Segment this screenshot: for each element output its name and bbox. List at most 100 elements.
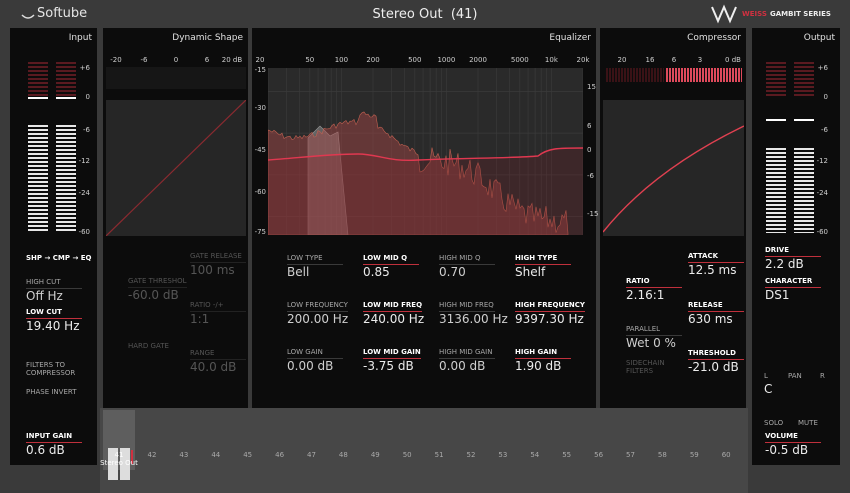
track-number: 46 <box>275 451 285 459</box>
scale-label: -24 <box>78 189 90 197</box>
meter <box>794 62 814 96</box>
scale-label: -60 <box>254 188 266 196</box>
param-value[interactable]: 0.70 <box>439 265 466 279</box>
param-value[interactable]: 200.00 Hz <box>287 312 349 326</box>
sidechain-filters[interactable]: SIDECHAIN FILTERS <box>626 359 665 375</box>
meter <box>766 148 786 233</box>
param-value[interactable]: 0.85 <box>363 265 390 279</box>
scale-label: -60 <box>816 228 828 236</box>
pan-label: PAN <box>788 372 802 380</box>
meter <box>766 62 786 96</box>
param-label: HIGH FREQUENCY <box>515 302 585 312</box>
scale-label: 100 <box>334 56 349 64</box>
param-value[interactable]: 2.16:1 <box>626 288 665 302</box>
pan-value[interactable]: C <box>764 382 773 396</box>
track-fader <box>108 448 118 480</box>
param-label: HIGH MID Q <box>439 255 495 265</box>
eq-graph <box>268 68 583 235</box>
filters-toggle[interactable]: FILTERS TO COMPRESSOR <box>26 361 76 377</box>
param-value[interactable]: 2.2 dB <box>765 257 804 271</box>
track-number: 45 <box>243 451 253 459</box>
routing[interactable]: SHP → CMP → EQ <box>26 254 92 262</box>
param-value[interactable]: 0.00 dB <box>287 359 334 373</box>
track-number: 60 <box>721 451 731 459</box>
meter <box>794 148 814 233</box>
phase-invert[interactable]: PHASE INVERT <box>26 388 77 396</box>
meter <box>28 125 48 233</box>
param-label: GATE THRESHOL <box>128 278 187 288</box>
track-number: 54 <box>530 451 540 459</box>
param-value[interactable]: 240.00 Hz <box>363 312 425 326</box>
param-value[interactable]: 12.5 ms <box>688 263 737 277</box>
param-value[interactable]: 100 ms <box>190 263 235 277</box>
param-value[interactable]: Off Hz <box>26 289 63 303</box>
gr-meter <box>666 68 742 82</box>
param-value[interactable]: 0.6 dB <box>26 443 65 457</box>
input-panel <box>10 28 97 465</box>
scale-label: 20k <box>576 56 590 64</box>
meter <box>56 62 76 96</box>
param-value[interactable]: -3.75 dB <box>363 359 414 373</box>
track-number: 44 <box>211 451 221 459</box>
param-label: LOW FREQUENCY <box>287 302 348 312</box>
param-value[interactable]: 0.00 dB <box>439 359 486 373</box>
mute[interactable]: MUTE <box>798 419 818 427</box>
track-number: 53 <box>498 451 508 459</box>
param-value[interactable]: 1:1 <box>190 312 210 326</box>
panel-title: Equalizer <box>549 33 591 43</box>
param-value[interactable]: 3136.00 Hz <box>439 312 508 326</box>
track-number: 55 <box>562 451 572 459</box>
scale-label: 15 <box>587 83 596 91</box>
param-value[interactable]: DS1 <box>765 288 790 302</box>
param-value[interactable]: -21.0 dB <box>688 360 739 374</box>
scale-label: 3 <box>697 56 703 64</box>
param-label: LOW MID Q <box>363 255 419 265</box>
param-label: RELEASE <box>688 302 744 312</box>
meter <box>28 62 48 96</box>
scale-label: 200 <box>366 56 380 64</box>
param-label: VOLUME <box>765 433 821 443</box>
param-value[interactable]: Wet 0 % <box>626 336 676 350</box>
param-label: ATTACK <box>688 253 744 263</box>
scale-label: -6 <box>821 126 828 134</box>
window-title: Stereo Out (41) <box>372 7 478 22</box>
hard-gate[interactable]: HARD GATE <box>128 342 169 350</box>
param-value[interactable]: 1.90 dB <box>515 359 562 373</box>
param-label: LOW GAIN <box>287 349 343 359</box>
track-number: 42 <box>147 451 157 459</box>
param-label: DRIVE <box>765 247 821 257</box>
peak-marker <box>28 97 48 99</box>
scale-label: -75 <box>254 228 266 236</box>
track-level <box>131 450 133 464</box>
param-value[interactable]: 40.0 dB <box>190 360 237 374</box>
pan-right: R <box>820 372 825 380</box>
scale-label: 6 <box>587 122 592 130</box>
param-label: LOW MID GAIN <box>363 349 421 359</box>
scale-label: 10k <box>544 56 558 64</box>
solo[interactable]: SOLO <box>764 419 784 427</box>
peak-marker <box>56 97 76 99</box>
param-label: HIGH TYPE <box>515 255 571 265</box>
param-label: RANGE <box>190 350 246 360</box>
param-value[interactable]: Bell <box>287 265 310 279</box>
scale-label: 0 <box>173 56 179 64</box>
param-label: GATE RELEASE <box>190 253 246 263</box>
track-number: 50 <box>402 451 412 459</box>
param-value[interactable]: 19.40 Hz <box>26 319 80 333</box>
param-label: CHARACTER <box>765 278 821 288</box>
param-value[interactable]: -60.0 dB <box>128 288 179 302</box>
scale-label: +6 <box>817 64 828 72</box>
shape-graph <box>106 100 246 236</box>
scale-label: 6 <box>204 56 210 64</box>
param-value[interactable]: 630 ms <box>688 312 733 326</box>
track-number: 57 <box>626 451 635 459</box>
param-value[interactable]: Shelf <box>515 265 546 279</box>
param-value[interactable]: -0.5 dB <box>765 443 809 457</box>
param-value[interactable]: 9397.30 Hz <box>515 312 584 326</box>
scale-label: -60 <box>78 228 90 236</box>
track-number: 51 <box>434 451 444 459</box>
track-number: 58 <box>657 451 667 459</box>
peak-marker <box>794 119 814 121</box>
param-label: LOW MID FREQ <box>363 302 423 312</box>
